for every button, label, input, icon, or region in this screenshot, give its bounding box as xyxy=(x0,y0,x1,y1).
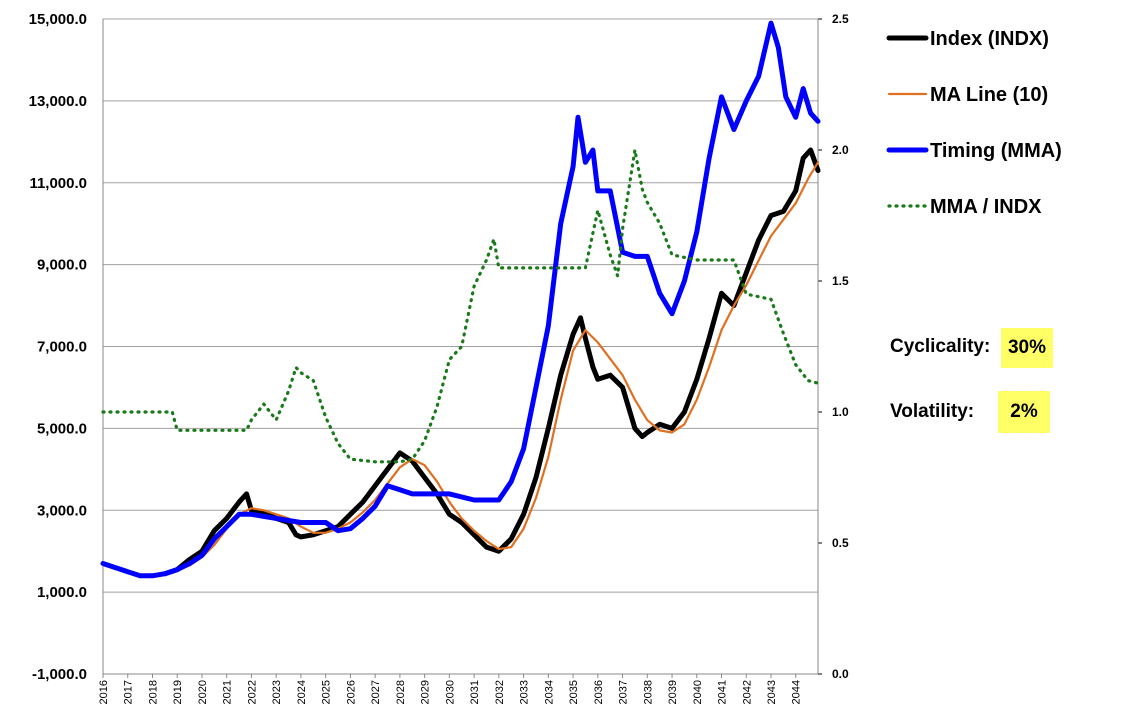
x-tick-label: 2022 xyxy=(246,680,258,704)
x-tick-label: 2035 xyxy=(568,680,580,704)
x-tick-label: 2016 xyxy=(98,680,110,704)
y-right-tick-label: 2.0 xyxy=(832,143,849,157)
y-left-tick-label: 15,000.0 xyxy=(29,11,87,28)
x-tick-label: 2040 xyxy=(692,680,704,704)
x-tick-label: 2019 xyxy=(172,680,184,704)
y-left-tick-label: -1,000.0 xyxy=(32,666,87,683)
y-left-tick-label: 13,000.0 xyxy=(29,93,87,110)
x-tick-label: 2041 xyxy=(717,680,729,704)
x-tick-label: 2027 xyxy=(370,680,382,704)
legend: Index (INDX) MA Line (10) Timing (MMA) MMA … xyxy=(886,28,1062,218)
x-tick-label: 2038 xyxy=(642,680,654,704)
x-tick-label: 2043 xyxy=(766,680,778,704)
x-tick-label: 2017 xyxy=(123,680,135,704)
series-line-timing-mma xyxy=(100,20,821,579)
series-layer xyxy=(100,20,821,579)
x-tick-label: 2039 xyxy=(667,680,679,704)
volatility-label: Volatility: xyxy=(890,401,975,422)
x-tick-label: 2025 xyxy=(321,680,333,704)
series-line-ma-line-10 xyxy=(163,161,820,575)
x-tick-label: 2031 xyxy=(469,680,481,704)
x-tick-label: 2021 xyxy=(222,680,234,704)
x-tick-label: 2036 xyxy=(593,680,605,704)
y-left-tick-label: 7,000.0 xyxy=(37,339,87,356)
y-right-tick-label: 0.0 xyxy=(832,667,849,681)
x-tick-label: 2044 xyxy=(791,680,803,704)
y-right-tick-label: 0.5 xyxy=(832,536,849,550)
series-line-mma-indx xyxy=(101,148,820,464)
y-right-tick-label: 1.5 xyxy=(832,274,849,288)
x-tick-label: 2037 xyxy=(618,680,630,704)
x-tick-label: 2023 xyxy=(271,680,283,704)
x-tick-label: 2030 xyxy=(444,680,456,704)
x-tick-label: 2042 xyxy=(741,680,753,704)
legend-label: Timing (MMA) xyxy=(930,140,1062,162)
volatility-value-badge: 2% xyxy=(998,391,1050,433)
y-right-tick-label: 1.0 xyxy=(832,405,849,419)
y-right-tick-label: 2.5 xyxy=(832,12,849,26)
y-left-tick-label: 3,000.0 xyxy=(37,502,87,519)
axes: -1,000.0 1,000.0 3,000.0 5,000.0 7,000.0 9,00… xyxy=(29,11,849,704)
cyclicality-value-badge: 30% xyxy=(1001,328,1053,368)
x-tick-label: 2032 xyxy=(494,680,506,704)
legend-label: Index (INDX) xyxy=(930,28,1049,50)
x-tick-label: 2026 xyxy=(345,680,357,704)
x-tick-label: 2018 xyxy=(147,680,159,704)
legend-label: MA Line (10) xyxy=(930,84,1048,106)
x-tick-label: 2020 xyxy=(197,680,209,704)
x-tick-label: 2034 xyxy=(543,680,555,704)
y-left-tick-label: 1,000.0 xyxy=(37,584,87,601)
x-tick-label: 2033 xyxy=(519,680,531,704)
legend-label: MMA / INDX xyxy=(930,196,1042,218)
x-tick-label: 2029 xyxy=(420,680,432,704)
y-left-tick-label: 5,000.0 xyxy=(37,420,87,437)
y-left-tick-label: 9,000.0 xyxy=(37,257,87,274)
cyclicality-label: Cyclicality: xyxy=(890,336,991,357)
x-tick-label: 2028 xyxy=(395,680,407,704)
x-tick-label: 2024 xyxy=(296,680,308,704)
y-left-tick-label: 11,000.0 xyxy=(29,175,87,192)
